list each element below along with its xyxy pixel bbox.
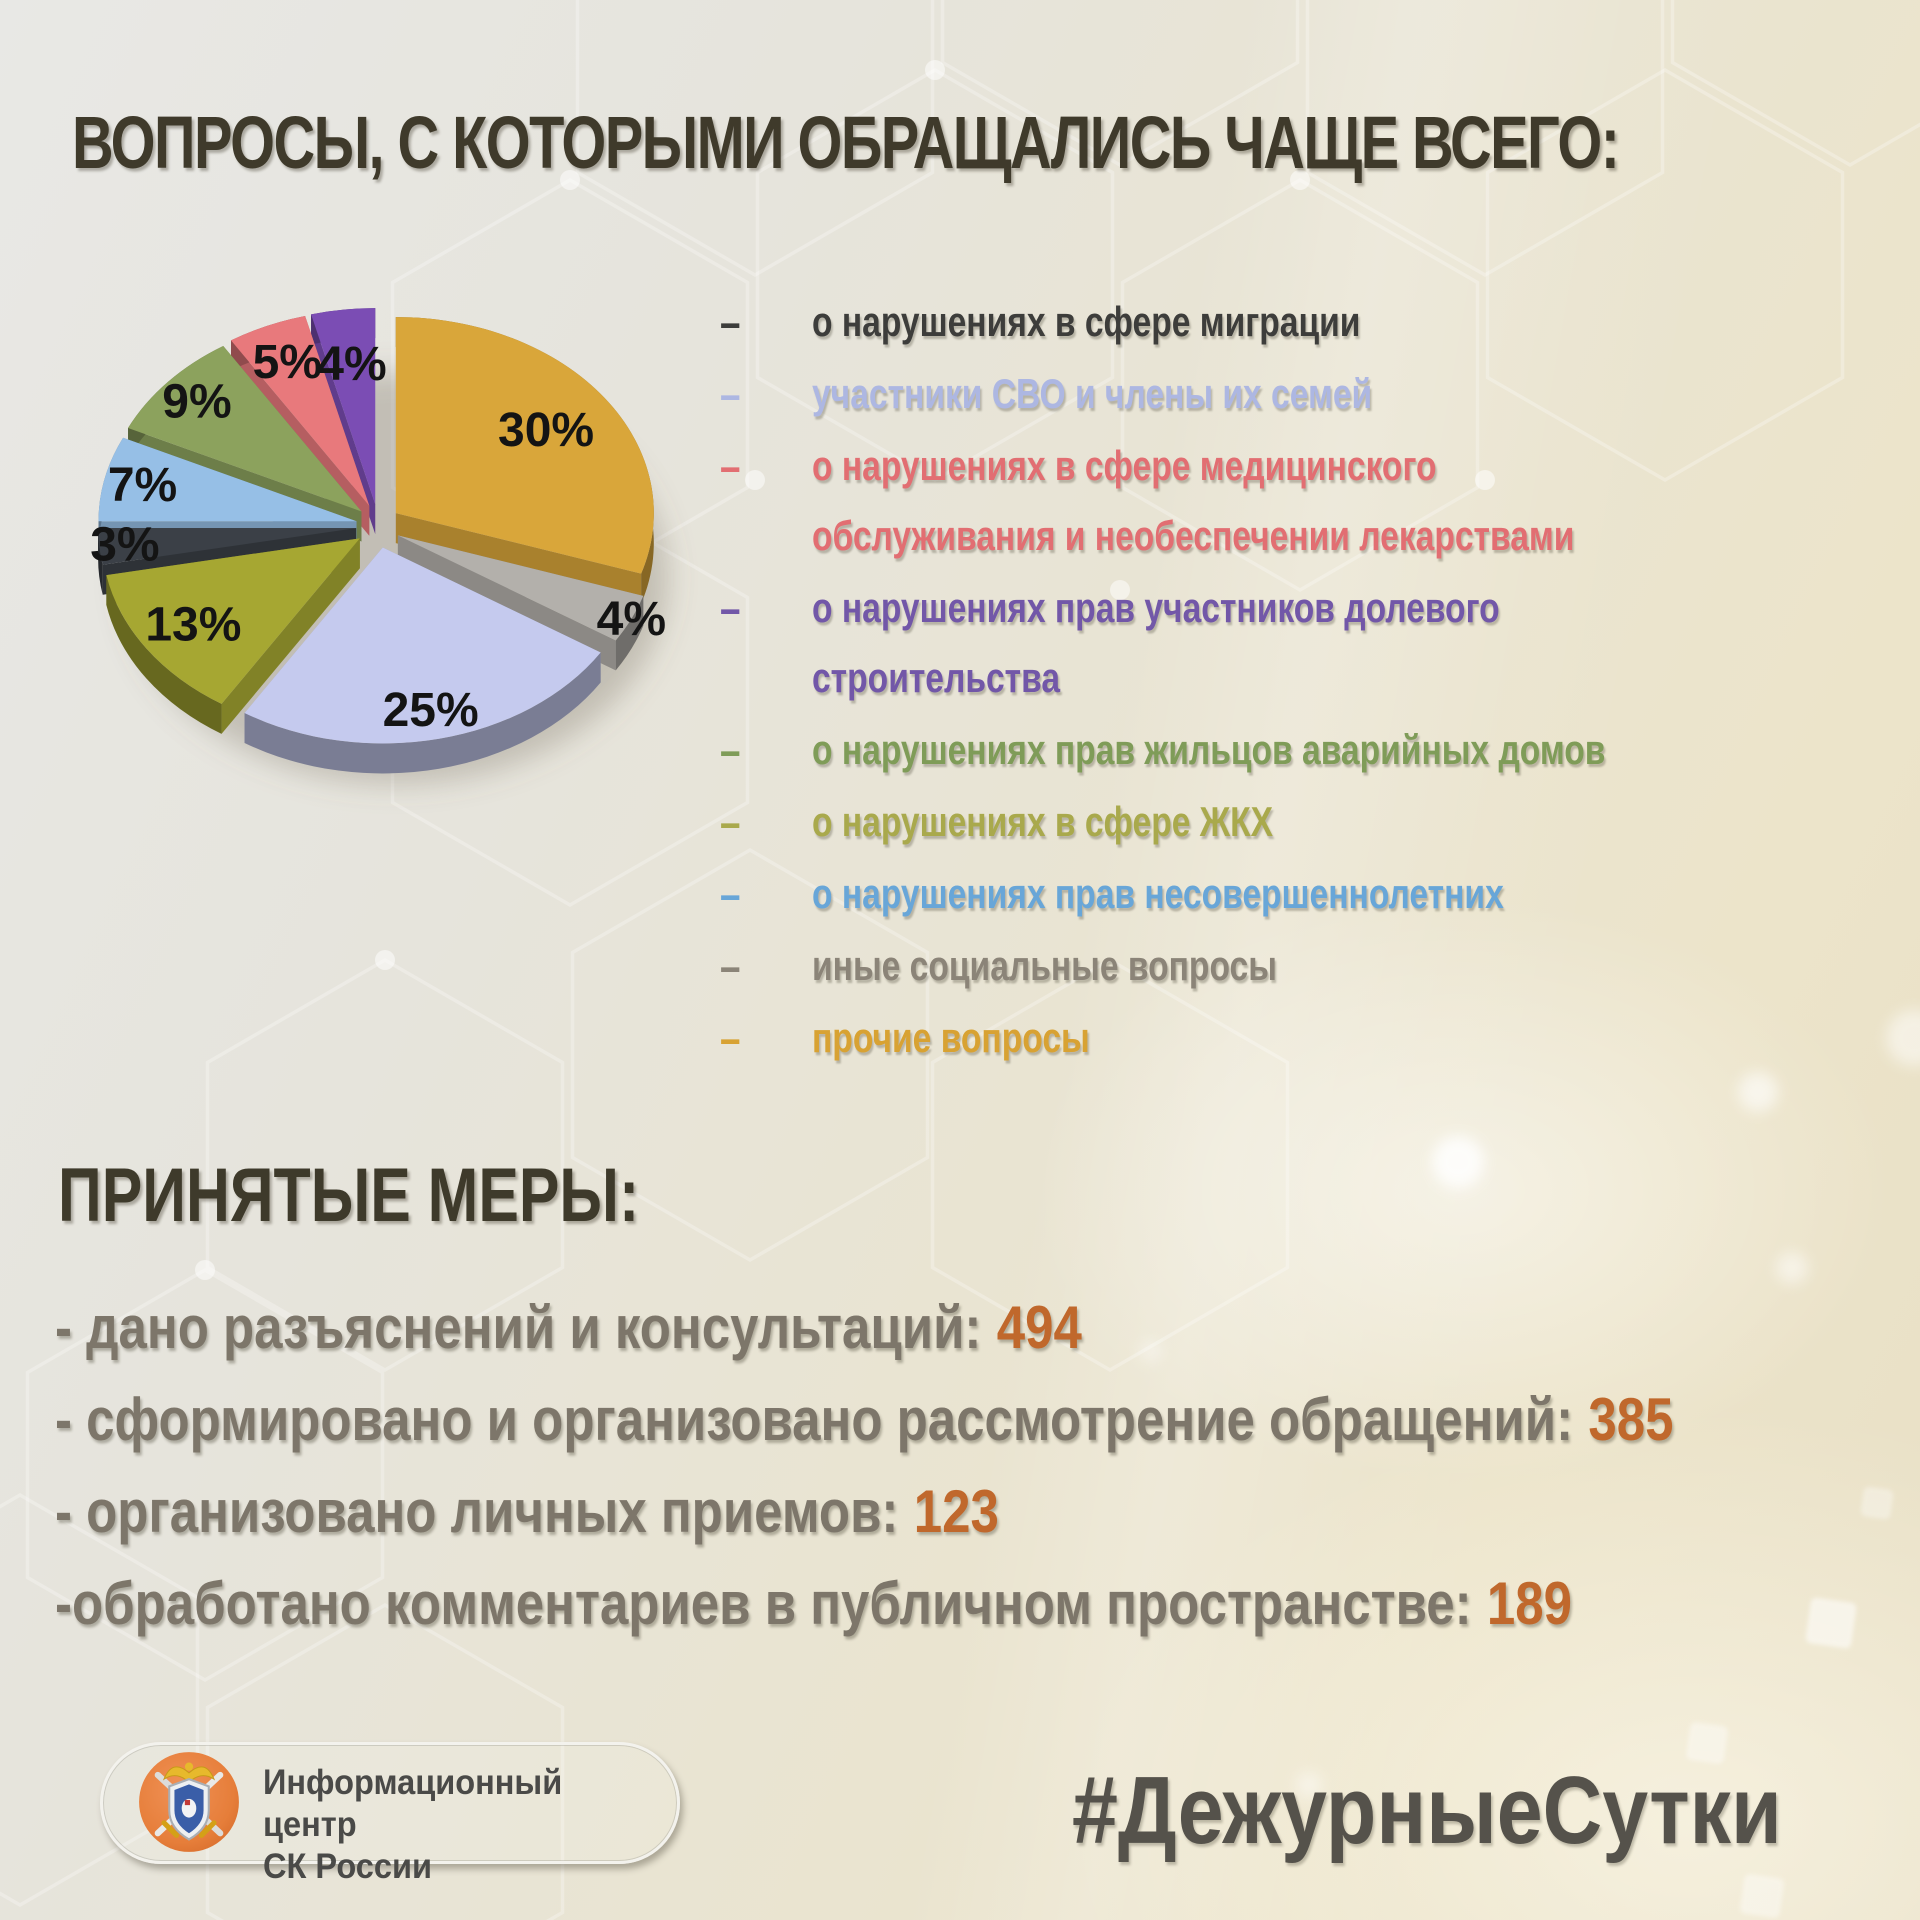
bokeh-dot	[1738, 1072, 1778, 1112]
svg-text:4%: 4%	[597, 593, 666, 646]
legend-dash: –	[720, 368, 741, 420]
bokeh-dot	[1432, 1136, 1484, 1188]
measure-row: - дано разъяснений и консультаций: 494	[55, 1282, 1920, 1374]
legend-dash: –	[720, 940, 741, 992]
legend-dash: –	[720, 440, 741, 492]
legend-item: – о нарушениях в сфере миграции	[712, 287, 1632, 357]
legend-item-label: участники СВО и члены их семей	[812, 370, 1373, 417]
legend-dash: –	[720, 724, 741, 776]
pie-chart: 30% 4% 25% 13% 3% 7% 9% 5% 4%	[60, 288, 720, 848]
legend-item: – о нарушениях в сфере медицинского обсл…	[712, 431, 1632, 571]
page-title: ВОПРОСЫ, С КОТОРЫМИ ОБРАЩАЛИСЬ ЧАЩЕ ВСЕГ…	[72, 101, 1620, 184]
legend-item: – о нарушениях прав несовершеннолетних	[712, 859, 1632, 929]
measure-label: - сформировано и организовано рассмотрен…	[55, 1386, 1574, 1453]
measure-row: - организовано личных приемов: 123	[55, 1466, 1920, 1558]
legend-item-label: о нарушениях прав участников долевого ст…	[812, 584, 1500, 701]
legend-item: – прочие вопросы	[712, 1003, 1632, 1073]
measure-label: - организовано личных приемов:	[55, 1478, 899, 1545]
org-logo-badge: Информационный центр СК России	[100, 1742, 680, 1886]
measure-value: 494	[996, 1294, 1082, 1361]
bokeh-dot	[1140, 1340, 1162, 1362]
legend-item: – о нарушениях прав жильцов аварийных до…	[712, 715, 1632, 785]
legend-item-label: прочие вопросы	[812, 1014, 1090, 1061]
measure-row: - сформировано и организовано рассмотрен…	[55, 1374, 1920, 1466]
legend-item: – участники СВО и члены их семей	[712, 359, 1632, 429]
bokeh-dot	[1296, 1772, 1322, 1798]
bokeh-dot	[1886, 1010, 1920, 1066]
legend-item-label: о нарушениях в сфере медицинского обслуж…	[812, 442, 1575, 559]
legend-item: – иные социальные вопросы	[712, 931, 1632, 1001]
legend-dash: –	[720, 796, 741, 848]
legend-item-label: иные социальные вопросы	[812, 942, 1277, 989]
svg-text:3%: 3%	[90, 519, 159, 572]
legend-dash: –	[720, 582, 741, 634]
legend-item: – о нарушениях в сфере ЖКХ	[712, 787, 1632, 857]
hashtag: #ДежурныеСутки	[1072, 1757, 1782, 1864]
svg-text:30%: 30%	[498, 404, 594, 457]
legend-item-label: о нарушениях в сфере ЖКХ	[812, 798, 1274, 845]
pie-chart-svg: 30%4%25%13%3%7%9%5%4%	[90, 308, 668, 784]
legend-item: – о нарушениях прав участников долевого …	[712, 573, 1632, 713]
measures-heading: ПРИНЯТЫЕ МЕРЫ:	[58, 1153, 640, 1238]
measure-value: 189	[1486, 1570, 1573, 1637]
legend-dash: –	[720, 296, 741, 348]
svg-text:13%: 13%	[145, 598, 241, 651]
svg-text:5%: 5%	[253, 336, 322, 389]
bokeh-dot	[1776, 1252, 1808, 1284]
measures-list: - дано разъяснений и консультаций: 494 - …	[55, 1282, 1920, 1650]
legend-dash: –	[720, 868, 741, 920]
svg-text:25%: 25%	[383, 684, 479, 737]
measure-row: -обработано комментариев в публичном про…	[55, 1558, 1920, 1650]
org-name: Информационный центр СК России	[263, 1763, 563, 1886]
legend-item-label: о нарушениях прав жильцов аварийных домо…	[812, 726, 1606, 773]
measure-value: 123	[913, 1478, 999, 1545]
svg-text:4%: 4%	[317, 338, 386, 391]
legend-item-label: о нарушениях прав несовершеннолетних	[812, 870, 1504, 917]
sk-russia-emblem-icon	[139, 1752, 239, 1852]
measure-label: -обработано комментариев в публичном про…	[55, 1570, 1472, 1637]
measure-label: - дано разъяснений и консультаций:	[55, 1294, 982, 1361]
svg-text:7%: 7%	[108, 459, 177, 512]
decor-square	[1739, 1873, 1785, 1919]
pie-legend: – о нарушениях в сфере миграции – участн…	[712, 287, 1632, 1075]
svg-text:9%: 9%	[162, 375, 231, 428]
measure-value: 385	[1588, 1386, 1674, 1453]
legend-dash: –	[720, 1012, 741, 1064]
legend-item-label: о нарушениях в сфере миграции	[812, 298, 1361, 345]
